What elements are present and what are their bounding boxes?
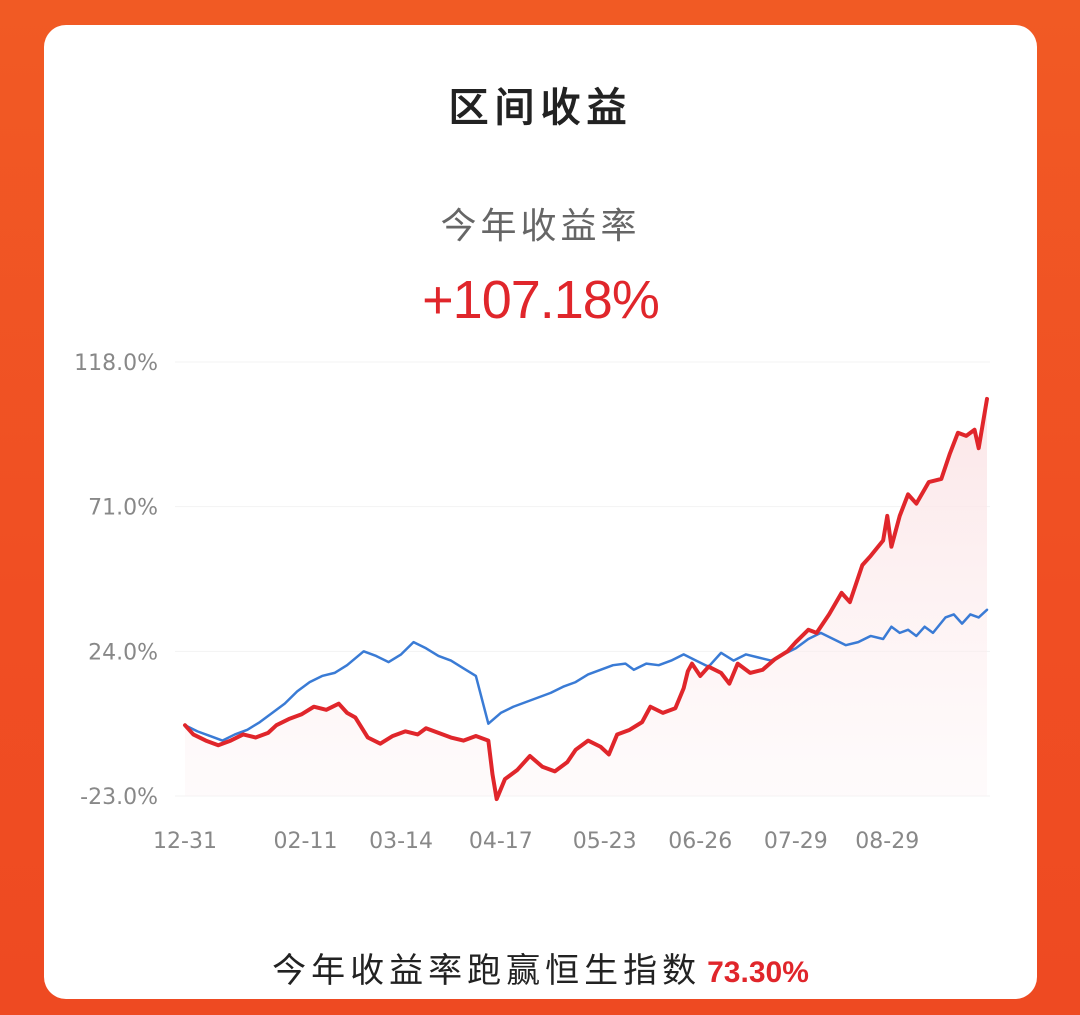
ytd-return-label: 今年收益率	[440, 206, 641, 247]
ytd-return-value: +107.18%	[422, 270, 660, 330]
y-tick-label: 24.0%	[88, 640, 158, 665]
x-tick-label: 12-31	[153, 829, 217, 854]
x-tick-label: 08-29	[855, 829, 919, 854]
benchmark-comparison-text: 今年收益率跑赢恒生指数	[272, 951, 702, 991]
y-axis-ticks: 118.0% 71.0% 24.0% -23.0%	[74, 351, 158, 810]
x-tick-label: 03-14	[369, 829, 433, 854]
x-axis-ticks: 12-31 02-11 03-14 04-17 05-23 06-26 07-29 08-29	[153, 829, 919, 854]
y-tick-label: 71.0%	[88, 496, 158, 521]
primary-series-area	[185, 398, 987, 800]
benchmark-comparison: 今年收益率跑赢恒生指数 73.30%	[44, 943, 1037, 992]
y-tick-label: -23.0%	[80, 785, 158, 810]
benchmark-series-line	[183, 608, 989, 742]
chart-series	[183, 396, 989, 802]
card-title: 区间收益	[448, 84, 633, 131]
x-tick-label: 05-23	[573, 829, 637, 854]
x-tick-label: 04-17	[469, 829, 533, 854]
y-tick-label: 118.0%	[74, 351, 158, 376]
benchmark-comparison-value: 73.30%	[707, 956, 809, 989]
x-tick-label: 02-11	[274, 829, 338, 854]
x-tick-label: 06-26	[668, 829, 732, 854]
primary-series-line	[183, 396, 989, 802]
x-tick-label: 07-29	[764, 829, 828, 854]
chart-area-fill	[185, 398, 987, 800]
returns-card: 区间收益 今年收益率 +107.18% 今年收益率跑赢恒生指数 73.30%	[44, 25, 1037, 999]
